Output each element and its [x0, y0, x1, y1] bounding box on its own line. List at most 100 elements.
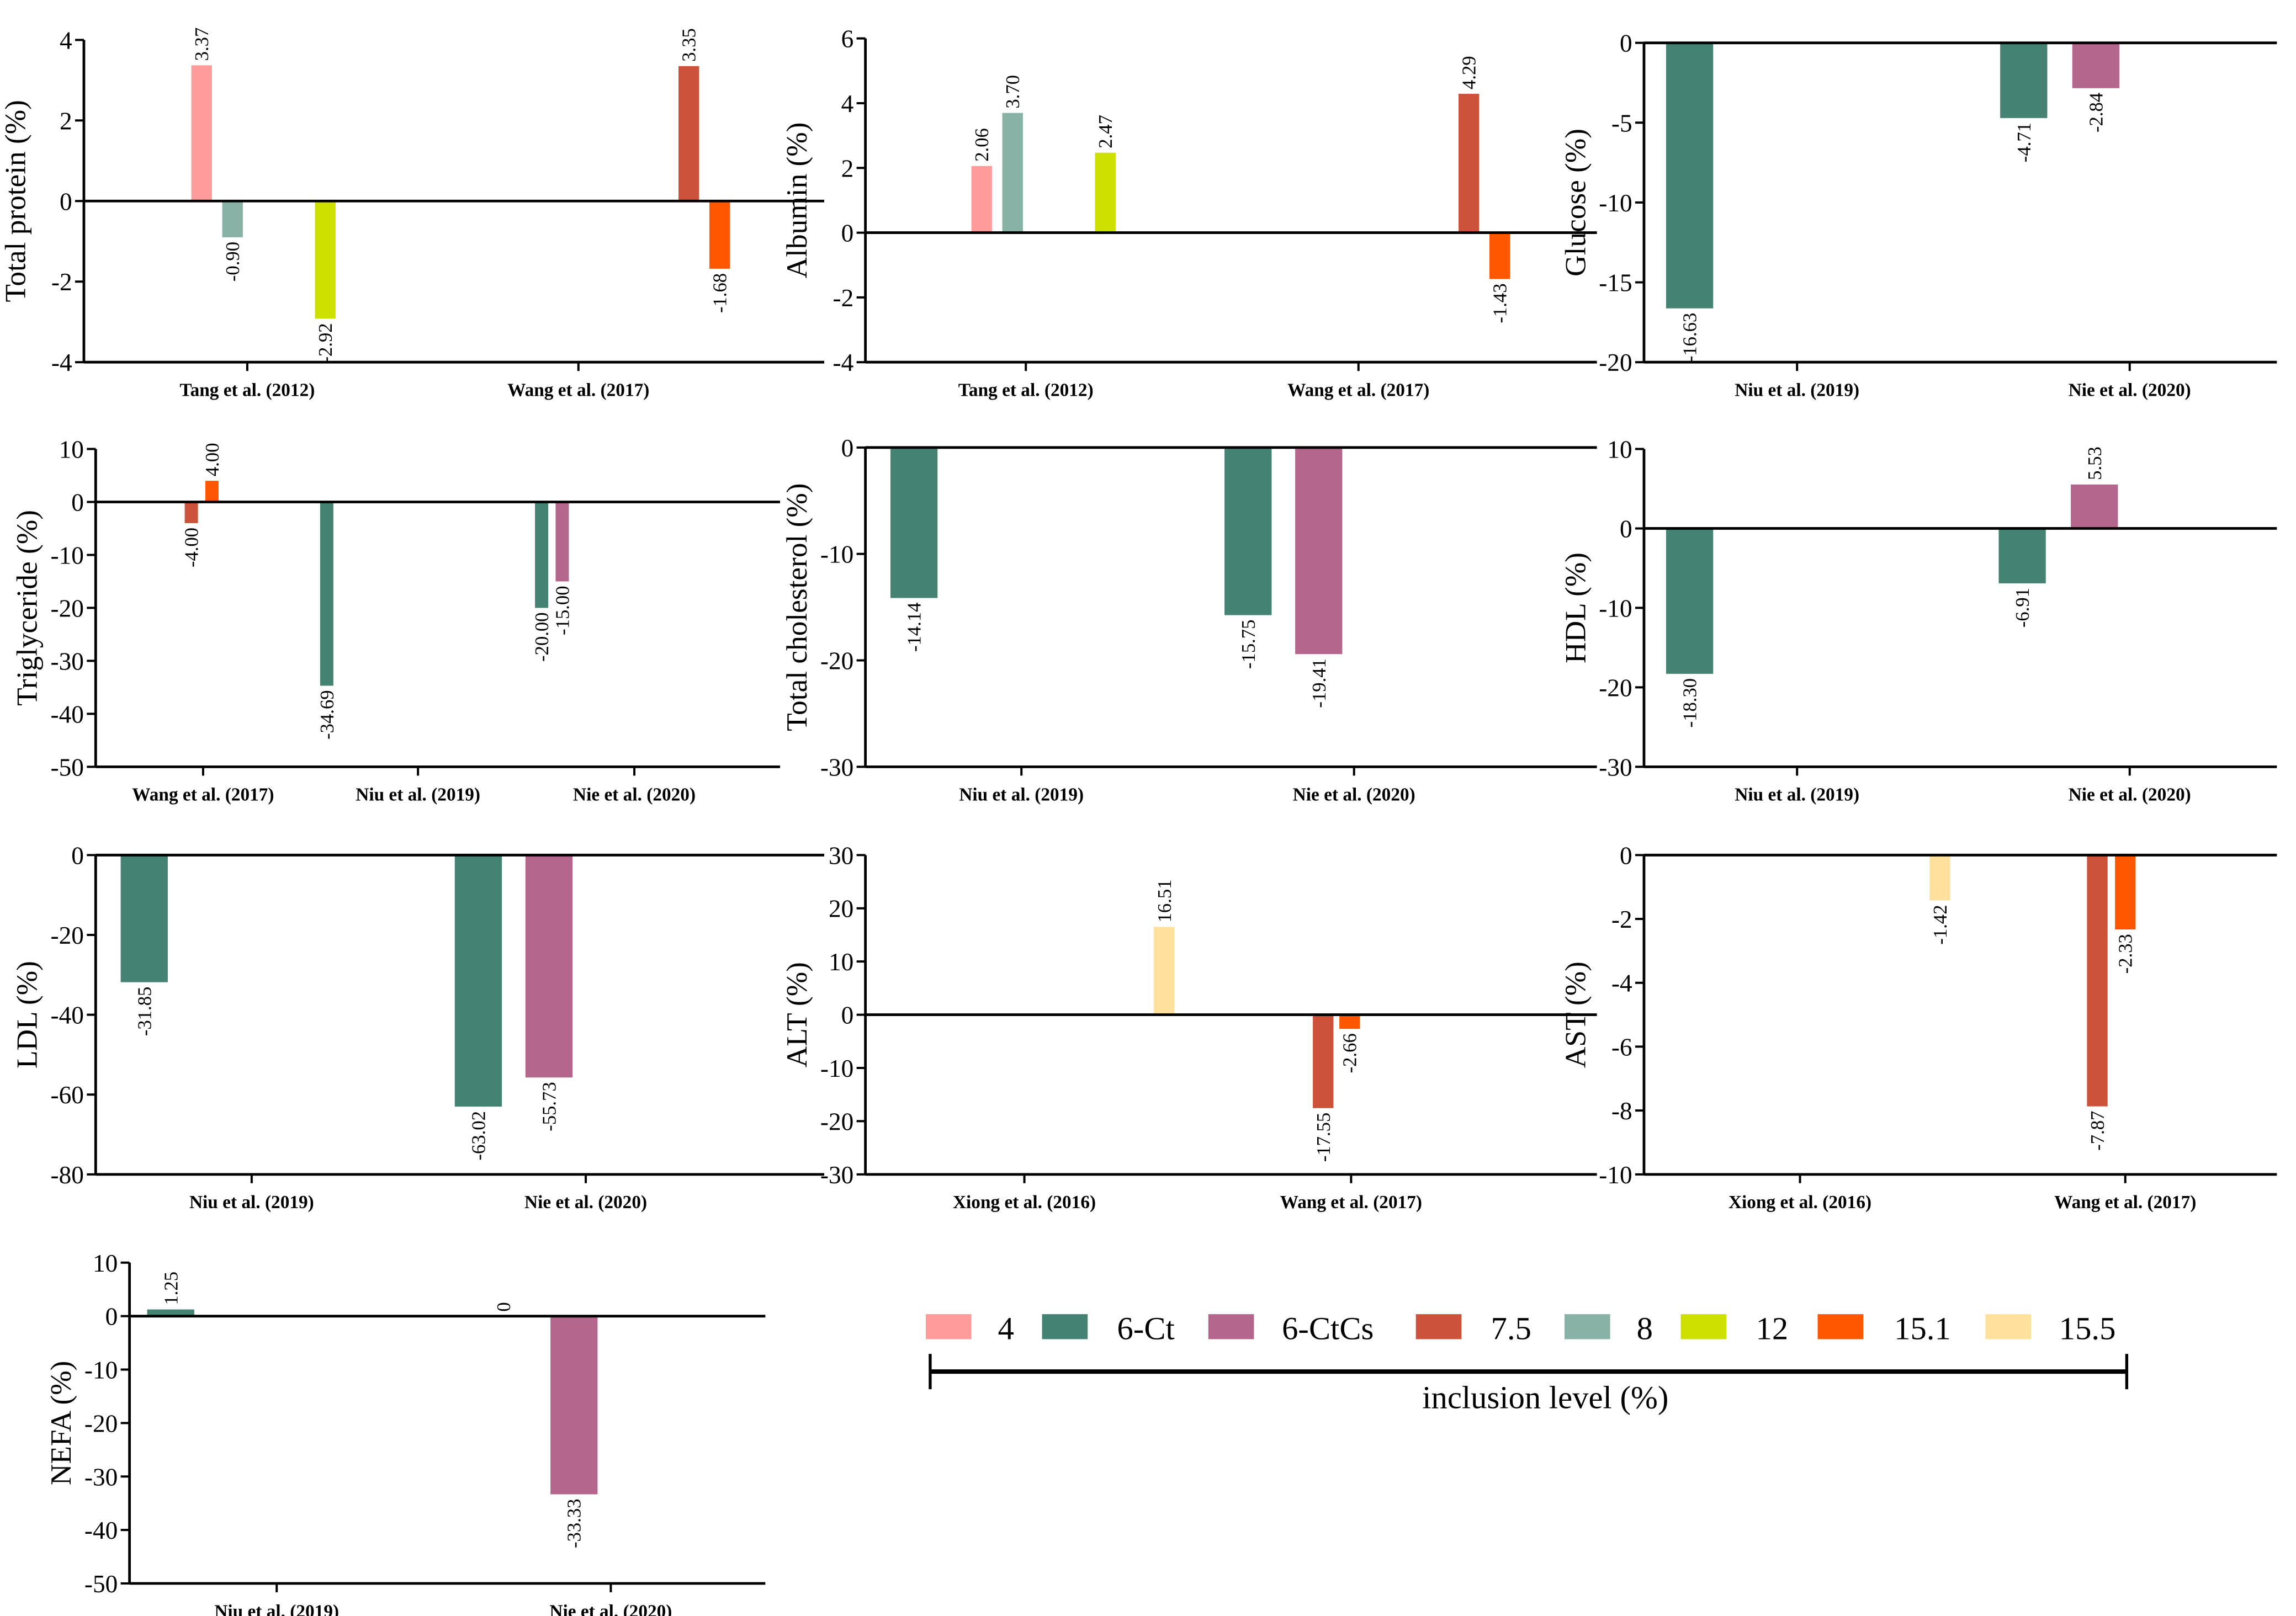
- data-label: -17.55: [1313, 1113, 1334, 1162]
- y-tick-label: -20: [820, 1108, 853, 1135]
- bar: [1002, 113, 1023, 233]
- bar: [1998, 528, 2046, 583]
- chart-ldl: -31.85 -63.02 -55.73 0 -20 -40 -60 -80 Niu et al…: [10, 842, 824, 1213]
- legend-title: inclusion level (%): [1422, 1380, 1668, 1416]
- legend-item: 15.5: [1985, 1310, 2115, 1346]
- x-tick-label: Nie et al. (2020): [524, 1192, 647, 1213]
- data-label: 4.29: [1459, 56, 1480, 89]
- y-tick-label: 30: [829, 842, 853, 869]
- bar: [1095, 152, 1116, 233]
- y-tick-label: -40: [51, 1002, 84, 1029]
- chart-total-cholesterol: -14.14 -15.75 -19.41 0 -10 -20 -30 Niu et al. (…: [780, 434, 1597, 805]
- data-label: -2.33: [2115, 934, 2136, 974]
- data-label: -2.66: [1340, 1033, 1361, 1073]
- data-label: -18.30: [1680, 678, 1701, 727]
- bar: [222, 201, 243, 237]
- y-axis-label: NEFA (%): [44, 1361, 77, 1486]
- data-label: -2.92: [315, 323, 336, 363]
- y-axis-label: Triglyceride (%): [10, 510, 44, 706]
- data-label: -4.00: [182, 528, 203, 567]
- x-tick-label: Niu et al. (2019): [189, 1192, 314, 1213]
- bar: [1489, 232, 1510, 279]
- y-tick-label: 10: [1607, 435, 1632, 463]
- bar: [2071, 484, 2118, 529]
- legend-label: 6-CtCs: [1282, 1310, 1374, 1346]
- bar: [1459, 93, 1480, 233]
- y-tick-label: 2: [60, 107, 72, 135]
- y-tick-label: -20: [1599, 349, 1632, 376]
- x-tick-label: Nie et al. (2020): [1293, 785, 1415, 805]
- y-tick-label: -2: [51, 268, 72, 296]
- bar: [1666, 528, 1714, 674]
- x-tick-label: Niu et al. (2019): [959, 785, 1084, 805]
- y-tick-label: -30: [820, 1161, 853, 1189]
- legend-swatch: [1817, 1314, 1864, 1339]
- data-label: 3.37: [192, 28, 213, 61]
- y-tick-label: -80: [51, 1161, 84, 1189]
- y-tick-label: 10: [829, 948, 853, 976]
- x-tick-label: Nie et al. (2020): [549, 1601, 672, 1616]
- legend-swatch: [925, 1314, 972, 1339]
- y-tick-label: -20: [51, 594, 84, 622]
- y-tick-label: -5: [1611, 109, 1632, 137]
- y-tick-label: -50: [84, 1570, 118, 1598]
- y-tick-label: -30: [1599, 753, 1632, 781]
- y-tick-label: -4: [833, 349, 854, 376]
- y-tick-label: 0: [1620, 842, 1632, 869]
- data-label: 3.70: [1003, 75, 1024, 109]
- data-label: -16.63: [1680, 313, 1701, 362]
- y-tick-label: 0: [71, 842, 84, 869]
- y-axis-label: Albumin (%): [780, 123, 813, 279]
- legend: 4 6-Ct 6-CtCs 7.5 8 12 15.1 15.5 inclusion level…: [925, 1310, 2129, 1416]
- y-tick-label: -60: [51, 1081, 84, 1109]
- bar: [320, 502, 333, 686]
- y-tick-label: 2: [841, 155, 854, 182]
- bar: [2072, 42, 2120, 88]
- legend-item: 4: [925, 1310, 1014, 1346]
- y-tick-label: 0: [71, 488, 84, 516]
- chart-total-protein: 3.37 -0.90 -2.92 3.35 -1.68 4 2 0 -2 -4 Tang et al…: [0, 26, 824, 401]
- bar: [120, 855, 168, 982]
- y-tick-label: -10: [1599, 594, 1632, 622]
- legend-item: 12: [1680, 1310, 1788, 1346]
- bar: [147, 1309, 194, 1316]
- x-tick-label: Niu et al. (2019): [1735, 380, 1859, 401]
- bar: [1666, 42, 1714, 309]
- bar: [1339, 1014, 1360, 1029]
- chart-alt: 16.51 -17.55 -2.66 30 20 10 0 -10 -20 -30 Xiong et…: [780, 842, 1597, 1213]
- data-label: -20.00: [532, 612, 553, 661]
- y-tick-label: -50: [51, 753, 84, 781]
- x-tick-label: Wang et al. (2017): [2054, 1192, 2196, 1213]
- bar: [550, 1316, 598, 1495]
- data-label: 4.00: [202, 443, 223, 476]
- bar: [1224, 447, 1272, 615]
- y-tick-label: -4: [51, 349, 72, 376]
- chart-glucose: -16.63 -4.71 -2.84 0 -5 -10 -15 -20 Niu et al. (…: [1558, 30, 2277, 401]
- y-tick-label: -10: [820, 1055, 853, 1082]
- data-label: -19.41: [1309, 658, 1330, 708]
- bar: [191, 65, 212, 201]
- data-label: -14.14: [904, 603, 925, 652]
- data-label: -4.71: [2014, 123, 2035, 162]
- y-tick-label: 4: [841, 90, 854, 118]
- bar: [184, 502, 198, 523]
- legend-swatch: [1564, 1314, 1610, 1339]
- data-label: -63.02: [468, 1111, 489, 1160]
- bar: [525, 855, 573, 1078]
- bar: [971, 166, 992, 233]
- x-tick-label: Xiong et al. (2016): [1728, 1192, 1871, 1213]
- data-label: -2.84: [2086, 93, 2107, 132]
- y-tick-label: -10: [1599, 1161, 1632, 1189]
- bar: [2115, 855, 2136, 930]
- data-label: -31.85: [134, 987, 155, 1036]
- bar: [1313, 1014, 1334, 1108]
- legend-swatch: [1680, 1314, 1727, 1339]
- bar: [709, 201, 730, 269]
- data-label: 16.51: [1154, 879, 1175, 922]
- x-tick-label: Tang et al. (2012): [958, 380, 1094, 401]
- legend-label: 7.5: [1491, 1310, 1531, 1346]
- y-axis-label: Total protein (%): [0, 100, 31, 302]
- y-tick-label: -40: [51, 700, 84, 728]
- y-axis-label: Glucose (%): [1558, 129, 1592, 277]
- chart-albumin: 2.06 3.70 2.47 4.29 -1.43 6 4 2 0 -2 -4 Tang et al.…: [780, 25, 1597, 401]
